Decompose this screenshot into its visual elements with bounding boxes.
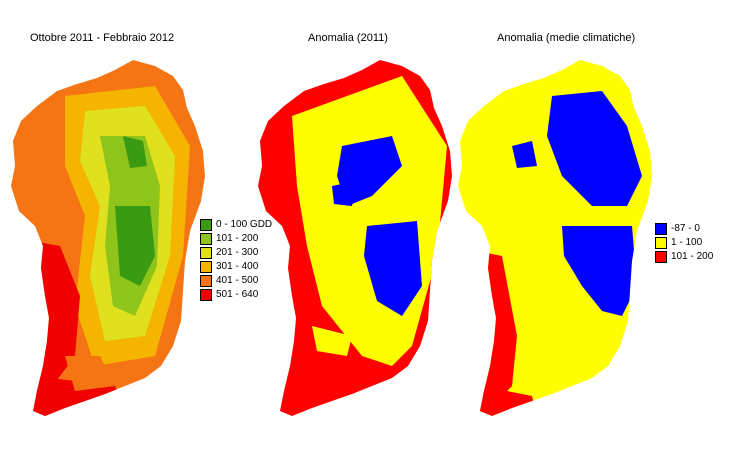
legend-swatch [655, 250, 667, 263]
anomaly-2011-island [258, 60, 452, 416]
legend-label: 201 - 300 [216, 247, 259, 258]
legend-label: 401 - 500 [216, 275, 259, 286]
legend-item: 0 - 100 GDD [200, 218, 272, 231]
legend-swatch [200, 246, 212, 259]
anomaly-climate-map [458, 60, 652, 416]
legend-swatch [200, 260, 212, 273]
legend-swatch [200, 218, 212, 231]
panel-2-title: Anomalia (2011) [308, 32, 388, 44]
legend-swatch [655, 236, 667, 249]
legend-item: -87 - 0 [655, 222, 713, 235]
legend-label: 501 - 640 [216, 289, 259, 300]
gdd-legend: 0 - 100 GDD 101 - 200 201 - 300 301 - 40… [200, 218, 272, 302]
legend-label: 101 - 200 [671, 251, 714, 262]
legend-item: 1 - 100 [655, 236, 713, 249]
anomaly-climate-island [458, 60, 652, 416]
legend-item: 201 - 300 [200, 246, 272, 259]
legend-swatch [200, 232, 212, 245]
legend-label: -87 - 0 [671, 223, 700, 234]
gdd-island [11, 60, 205, 416]
panel-3-title: Anomalia (medie climatiche) [497, 32, 636, 44]
legend-item: 101 - 200 [655, 250, 713, 263]
legend-swatch [200, 274, 212, 287]
legend-item: 501 - 640 [200, 288, 272, 301]
legend-label: 301 - 400 [216, 261, 259, 272]
gdd-map [11, 60, 205, 416]
panel-1-title: Ottobre 2011 - Febbraio 2012 [30, 32, 175, 44]
anomaly-legend: -87 - 0 1 - 100 101 - 200 [655, 222, 713, 264]
legend-item: 101 - 200 [200, 232, 272, 245]
legend-label: 0 - 100 GDD [216, 219, 273, 230]
legend-swatch [655, 222, 667, 235]
legend-label: 101 - 200 [216, 233, 259, 244]
legend-item: 401 - 500 [200, 274, 272, 287]
legend-item: 301 - 400 [200, 260, 272, 273]
legend-label: 1 - 100 [671, 237, 703, 248]
legend-swatch [200, 288, 212, 301]
anomaly-2011-map [258, 60, 452, 416]
